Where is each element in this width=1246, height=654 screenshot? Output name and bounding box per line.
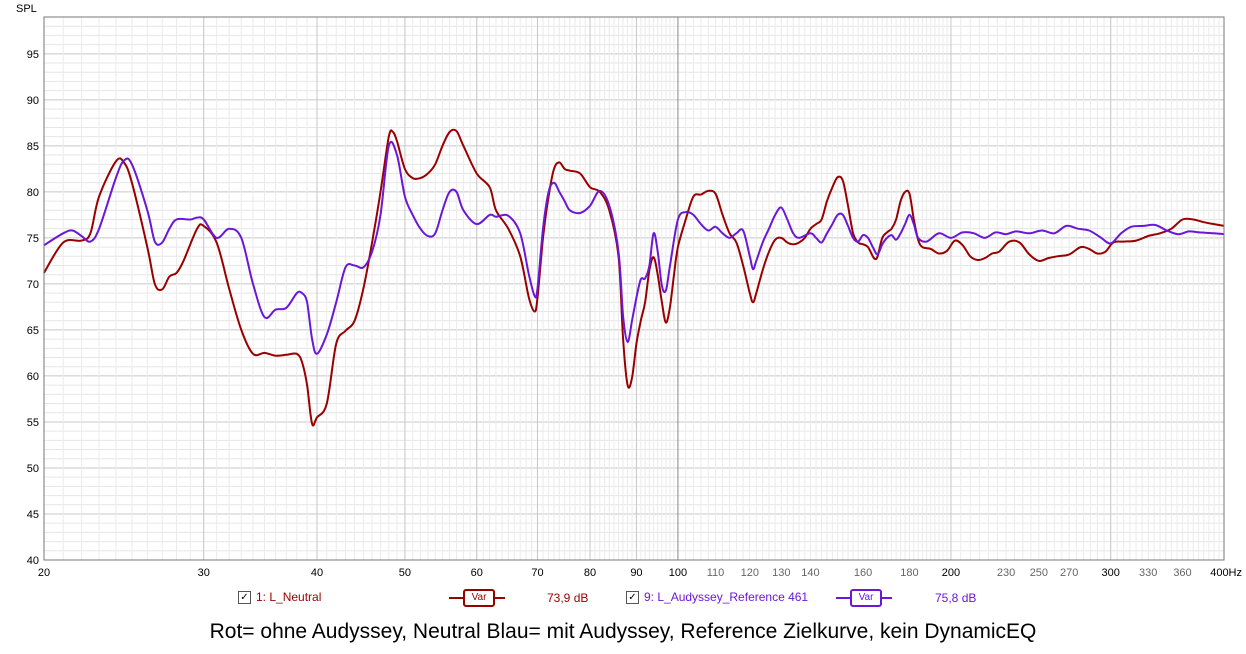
x-tick-label: 60 — [471, 567, 483, 579]
y-tick-label: 75 — [27, 233, 39, 245]
y-tick-label: 45 — [27, 509, 39, 521]
x-tick-label: 250 — [1030, 567, 1048, 579]
x-tick-label: 270 — [1060, 567, 1078, 579]
var-button-label: Var — [850, 589, 882, 607]
x-tick-label: 140 — [801, 567, 819, 579]
legend-item-neutral[interactable]: ✓ 1: L_Neutral — [238, 590, 321, 604]
x-tick-label: 180 — [900, 567, 918, 579]
x-tick-label: 230 — [997, 567, 1015, 579]
y-tick-labels: 40 45 50 55 60 65 70 75 80 85 90 95 — [27, 49, 39, 567]
x-tick-label: 80 — [584, 567, 596, 579]
x-tick-label: 40 — [311, 567, 323, 579]
y-tick-label: 90 — [27, 95, 39, 107]
y-tick-label: 65 — [27, 325, 39, 337]
x-tick-label: 130 — [772, 567, 790, 579]
y-tick-label: 85 — [27, 141, 39, 153]
legend-item-audyssey[interactable]: ✓ 9: L_Audyssey_Reference 461 — [626, 590, 808, 604]
legend-label: 9: L_Audyssey_Reference 461 — [644, 590, 809, 604]
grid — [44, 16, 1224, 561]
x-tick-label: 20 — [38, 567, 50, 579]
y-tick-label: 60 — [27, 371, 39, 383]
var-button-neutral[interactable]: Var — [449, 589, 505, 607]
x-tick-label: 30 — [198, 567, 210, 579]
x-tick-label: 200 — [942, 567, 960, 579]
y-tick-label: 55 — [27, 417, 39, 429]
series-line-audyssey — [43, 140, 1225, 355]
x-tick-label: 70 — [531, 567, 543, 579]
x-tick-label: 300 — [1102, 567, 1120, 579]
x-tick-label: 110 — [707, 567, 725, 579]
var-button-audyssey[interactable]: Var — [836, 589, 892, 607]
x-tick-label: 330 — [1139, 567, 1157, 579]
frequency-response-chart: SPL 40 45 50 55 60 65 70 75 80 85 90 95 20 30 40 50 60 7… — [16, 3, 1242, 579]
x-tick-label: 100 — [669, 567, 687, 579]
var-button-label: Var — [463, 589, 495, 607]
series-lines — [43, 128, 1225, 427]
x-tick-label: 50 — [399, 567, 411, 579]
checkbox[interactable]: ✓ — [626, 590, 639, 604]
legend-label: 1: L_Neutral — [256, 590, 322, 604]
x-tick-label: 120 — [741, 567, 759, 579]
x-tick-label: 400Hz — [1210, 567, 1242, 579]
y-tick-label: 80 — [27, 187, 39, 199]
y-axis-label: SPL — [16, 3, 37, 15]
level-readout: 73,9 dB — [547, 591, 589, 605]
x-tick-label: 90 — [630, 567, 642, 579]
y-tick-label: 95 — [27, 49, 39, 61]
series-line-neutral — [43, 128, 1225, 427]
chart-caption: Rot= ohne Audyssey, Neutral Blau= mit Au… — [209, 620, 1037, 643]
x-tick-label: 360 — [1173, 567, 1191, 579]
y-tick-label: 70 — [27, 279, 39, 291]
x-tick-label: 160 — [854, 567, 872, 579]
y-tick-label: 50 — [27, 463, 39, 475]
x-tick-labels: 20 30 40 50 60 70 80 90 100 110 120 130 140 160 180 200… — [38, 567, 1242, 579]
level-readout: 75,8 dB — [935, 591, 977, 605]
y-tick-label: 40 — [27, 555, 39, 567]
plot-frame — [43, 16, 1225, 561]
checkbox[interactable]: ✓ — [238, 590, 251, 604]
legend: ✓ 1: L_Neutral Var 73,9 dB ✓ 9: L_Audyss… — [0, 588, 1246, 608]
